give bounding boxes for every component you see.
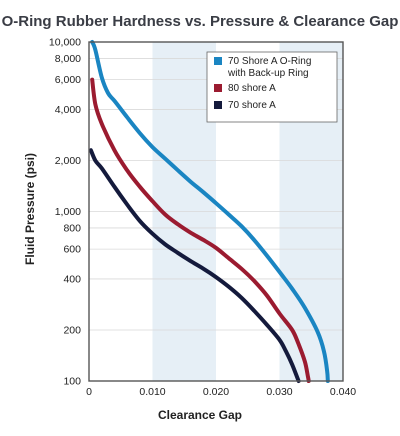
- y-tick-label: 100: [63, 376, 81, 388]
- y-tick-label: 600: [63, 244, 81, 256]
- legend-swatch-2: [214, 84, 222, 92]
- series-line-2: [90, 77, 311, 383]
- y-axis-label: Fluid Pressure (psi): [23, 153, 37, 265]
- x-axis-label: Clearance Gap: [158, 408, 242, 422]
- y-tick-label: 6,000: [55, 74, 81, 86]
- series-line-1: [90, 40, 330, 383]
- y-tick-label: 400: [63, 273, 81, 285]
- series-lines: [88, 40, 330, 383]
- y-tick-label: 800: [63, 222, 81, 234]
- y-tick-label: 8,000: [55, 53, 81, 65]
- y-tick-label: 200: [63, 324, 81, 336]
- legend-label-2: 80 shore A: [228, 83, 276, 94]
- series-line-3: [88, 148, 301, 383]
- y-tick-label: 10,000: [49, 37, 81, 49]
- y-tick-labels: 100 200 400 600 800 1,000 2,000 4,000 6,000 8,000…: [49, 37, 81, 388]
- y-tick-label: 1,000: [55, 206, 81, 218]
- legend: 70 Shore A O-Ring with Back-up Ring 80 sho…: [206, 51, 338, 123]
- x-tick-label: 0.030: [266, 386, 292, 398]
- x-tick-label: 0.020: [203, 386, 229, 398]
- legend-box: [206, 51, 338, 123]
- plot-frame: [88, 41, 344, 382]
- legend-swatch-1: [214, 57, 222, 65]
- legend-swatch-3: [214, 101, 222, 109]
- chart-title: O-Ring Rubber Hardness vs. Pressure & Cl…: [2, 13, 399, 30]
- x-tick-labels: 0 0.010 0.020 0.030 0.040: [86, 386, 356, 398]
- x-tick-label: 0: [86, 386, 92, 398]
- y-tick-label: 2,000: [55, 155, 81, 167]
- legend-label-1: 70 Shore A O-Ring with Back-up Ring: [227, 56, 311, 79]
- x-tick-label: 0.040: [330, 386, 356, 398]
- legend-label-3: 70 shore A: [228, 100, 276, 111]
- x-tick-label: 0.010: [139, 386, 165, 398]
- y-tick-label: 4,000: [55, 104, 81, 116]
